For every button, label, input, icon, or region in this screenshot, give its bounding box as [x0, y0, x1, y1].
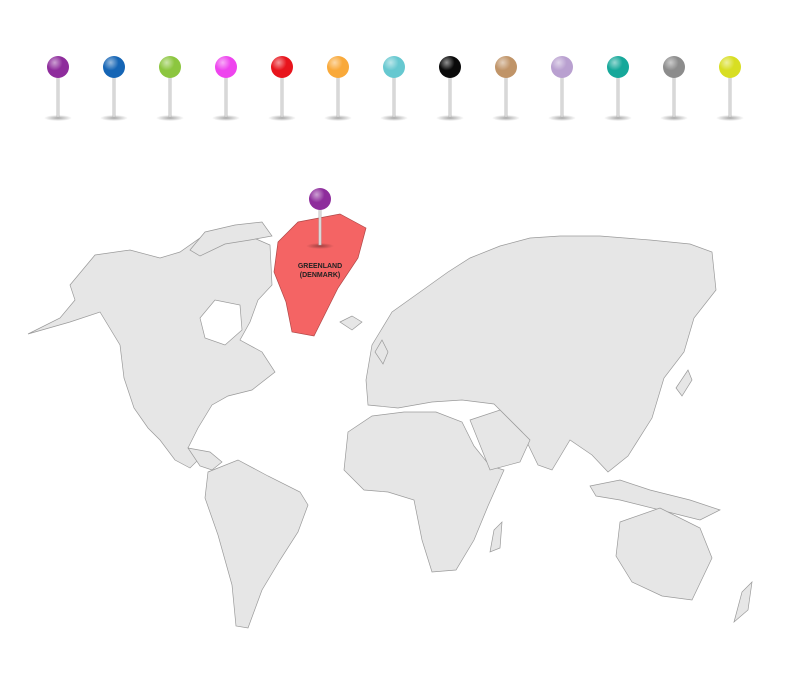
pin-gloss	[495, 56, 517, 78]
pin-shadow	[660, 115, 688, 121]
pin-blue[interactable]	[100, 56, 128, 121]
british-isles[interactable]	[374, 339, 389, 365]
pin-green[interactable]	[156, 56, 184, 121]
japan[interactable]	[675, 369, 693, 397]
pin-gloss	[327, 56, 349, 78]
pin-lavender[interactable]	[548, 56, 576, 121]
pin-shadow	[324, 115, 352, 121]
africa[interactable]	[343, 411, 505, 573]
pin-gloss	[551, 56, 573, 78]
pin-shadow	[306, 243, 334, 249]
greenland-label-line1: GREENLAND	[298, 263, 342, 270]
pin-gloss	[103, 56, 125, 78]
pin-shadow	[100, 115, 128, 121]
greenland-map-pin[interactable]	[306, 188, 334, 249]
australia[interactable]	[615, 507, 713, 601]
world-map: GREENLAND (DENMARK)	[27, 188, 753, 629]
pin-purple[interactable]	[44, 56, 72, 121]
pin-gloss	[663, 56, 685, 78]
south-america[interactable]	[204, 459, 309, 629]
pin-gray[interactable]	[660, 56, 688, 121]
pin-red[interactable]	[268, 56, 296, 121]
pin-orange[interactable]	[324, 56, 352, 121]
pin-black[interactable]	[436, 56, 464, 121]
pin-palette	[44, 56, 744, 121]
pin-magenta[interactable]	[212, 56, 240, 121]
pin-shadow	[268, 115, 296, 121]
pin-gloss	[439, 56, 461, 78]
pin-shadow	[212, 115, 240, 121]
pin-gloss	[383, 56, 405, 78]
pin-shadow	[380, 115, 408, 121]
greenland-label-line2: (DENMARK)	[300, 272, 340, 279]
pin-shadow	[716, 115, 744, 121]
pin-gloss	[309, 188, 331, 210]
pin-light-blue[interactable]	[380, 56, 408, 121]
pin-gloss	[215, 56, 237, 78]
pin-shadow	[44, 115, 72, 121]
iceland[interactable]	[339, 315, 363, 331]
pin-gloss	[159, 56, 181, 78]
north-america[interactable]	[27, 231, 276, 469]
pin-gloss	[607, 56, 629, 78]
pin-gloss	[719, 56, 741, 78]
madagascar[interactable]	[489, 521, 503, 553]
new-zealand[interactable]	[733, 581, 753, 624]
greenland-highlighted[interactable]	[273, 213, 367, 337]
arabian-peninsula[interactable]	[469, 409, 531, 471]
hudson-bay-water	[199, 299, 243, 346]
central-america-caribbean[interactable]	[187, 447, 223, 471]
pin-yellow[interactable]	[716, 56, 744, 121]
pin-gloss	[47, 56, 69, 78]
pin-shadow	[548, 115, 576, 121]
canadian-arctic-islands[interactable]	[189, 221, 273, 257]
pin-shadow	[156, 115, 184, 121]
pin-gloss	[271, 56, 293, 78]
pin-tan[interactable]	[492, 56, 520, 121]
pin-shadow	[436, 115, 464, 121]
pin-shadow	[604, 115, 632, 121]
pin-shadow	[492, 115, 520, 121]
indonesia[interactable]	[589, 479, 721, 521]
pin-teal[interactable]	[604, 56, 632, 121]
